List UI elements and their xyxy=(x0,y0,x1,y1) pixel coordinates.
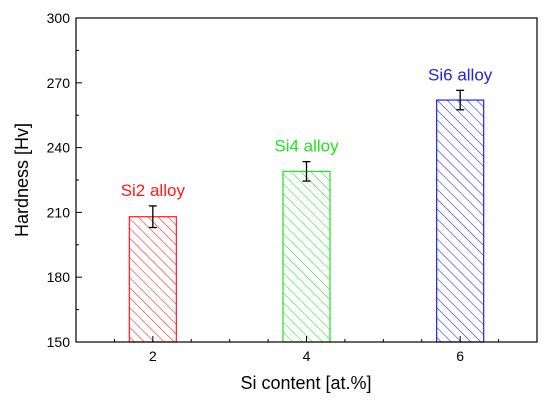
y-axis-title: Hardness [Hv] xyxy=(12,123,32,237)
x-tick-label: 4 xyxy=(303,348,311,364)
bar-si4 xyxy=(282,170,331,343)
y-tick-label: 180 xyxy=(47,269,71,285)
bar-label-si4: Si4 alloy xyxy=(274,137,339,156)
y-tick-label: 210 xyxy=(47,204,71,220)
x-axis-title: Si content [at.%] xyxy=(240,373,371,393)
x-tick-label: 2 xyxy=(149,348,157,364)
bar-si6 xyxy=(436,99,485,343)
x-tick-label: 6 xyxy=(456,348,464,364)
bar-label-si6: Si6 alloy xyxy=(428,65,493,84)
error-bars-layer xyxy=(148,89,465,229)
y-tick-label: 150 xyxy=(47,334,71,350)
bar-labels-layer: Si2 alloy Si4 alloy Si6 alloy xyxy=(121,65,493,200)
y-tick-label: 240 xyxy=(47,140,71,156)
y-tick-label: 300 xyxy=(47,10,71,26)
bar-label-si2: Si2 alloy xyxy=(121,181,186,200)
y-tick-label: 270 xyxy=(47,75,71,91)
bar-si2 xyxy=(128,216,177,343)
plot-frame xyxy=(75,17,538,343)
ticks-layer: 150 180 210 240 270 300 2 4 6 xyxy=(47,10,500,364)
